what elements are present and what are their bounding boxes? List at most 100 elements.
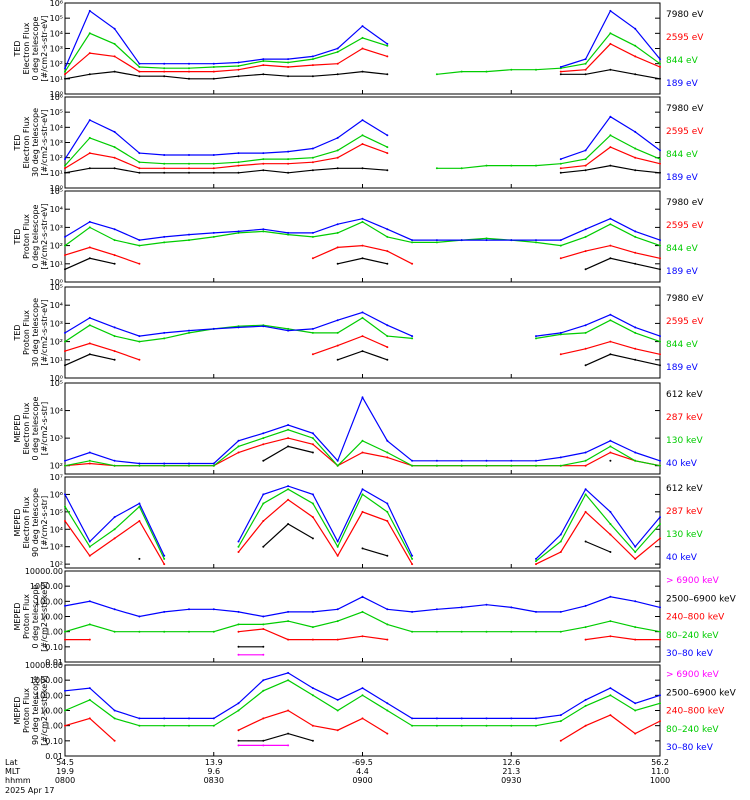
data-point — [163, 235, 166, 238]
data-point — [64, 364, 66, 367]
data-point — [287, 424, 290, 426]
data-point — [163, 610, 166, 613]
data-point — [386, 346, 389, 349]
legend-label: 844 eV — [666, 150, 699, 160]
y-axis-label-line: Proton Flux — [22, 688, 31, 733]
data-point — [262, 169, 265, 172]
data-point — [336, 620, 339, 623]
data-point — [336, 223, 339, 226]
data-point — [163, 630, 166, 633]
data-point — [559, 70, 562, 73]
data-point — [659, 638, 661, 641]
data-point — [584, 459, 587, 462]
data-point — [485, 630, 488, 633]
x-tick-label: 9.6 — [207, 767, 220, 776]
panel-frame — [64, 96, 661, 189]
data-point — [311, 694, 314, 697]
data-point — [386, 73, 389, 76]
data-point — [584, 451, 587, 454]
data-point — [386, 520, 389, 522]
data-point — [460, 70, 463, 73]
data-point — [262, 443, 265, 446]
data-point — [212, 162, 215, 165]
data-point — [634, 262, 637, 265]
data-point — [609, 42, 612, 45]
y-tick-label: 10⁴ — [50, 301, 63, 310]
data-point — [88, 324, 91, 327]
data-point — [138, 505, 141, 508]
data-point — [262, 64, 265, 67]
data-point — [659, 630, 661, 633]
data-point — [163, 167, 166, 170]
data-point — [311, 231, 314, 234]
data-point — [311, 451, 314, 454]
data-point — [287, 709, 290, 712]
data-point — [113, 528, 116, 531]
series-line-844-ev — [64, 134, 661, 169]
data-point — [262, 158, 265, 161]
data-point — [584, 169, 587, 172]
data-point — [559, 714, 562, 717]
data-point — [138, 239, 141, 242]
data-point — [311, 443, 314, 446]
data-point — [361, 47, 364, 50]
data-point — [559, 331, 562, 334]
data-point — [64, 520, 66, 522]
legend-label: 7980 eV — [666, 10, 704, 20]
data-point — [138, 335, 141, 338]
series-line-7980-ev — [64, 350, 661, 366]
y-tick-label: 1.00 — [45, 722, 63, 731]
data-point — [262, 58, 265, 61]
data-point — [386, 55, 389, 58]
data-point — [535, 239, 537, 242]
panel-8: 0.01 0.10 1.00 10.00 100.00 1000.00 10000.00 ME… — [13, 661, 737, 761]
series-line-2595-ev — [64, 244, 661, 265]
data-point — [163, 171, 166, 174]
data-point — [584, 698, 587, 701]
data-point — [510, 724, 513, 727]
data-point — [510, 717, 513, 720]
data-point — [386, 42, 389, 45]
data-point — [262, 325, 265, 328]
data-point — [559, 540, 562, 543]
y-tick-label: 10¹ — [50, 260, 63, 269]
data-point — [287, 744, 290, 747]
data-point — [609, 9, 612, 12]
data-point — [262, 645, 265, 648]
legend-label: 40 keV — [666, 459, 698, 469]
data-point — [584, 724, 587, 727]
legend-label: 189 eV — [666, 267, 699, 277]
data-point — [584, 540, 587, 543]
data-point — [559, 456, 562, 459]
data-point — [634, 55, 637, 58]
data-point — [212, 62, 215, 65]
data-point — [212, 154, 215, 156]
data-point — [237, 739, 240, 742]
data-point — [559, 158, 562, 161]
data-point — [287, 61, 290, 64]
data-point — [659, 464, 661, 467]
data-point — [237, 161, 240, 164]
data-point — [287, 66, 290, 68]
data-point — [584, 604, 587, 607]
data-point — [584, 324, 587, 327]
legend-label: 240–800 keV — [666, 707, 725, 717]
data-point — [287, 437, 290, 440]
data-point — [336, 319, 339, 322]
data-point — [361, 220, 364, 223]
data-point — [262, 623, 265, 626]
data-point — [584, 62, 587, 65]
data-point — [88, 353, 91, 356]
data-point — [287, 732, 290, 735]
data-point — [88, 459, 91, 462]
data-point — [411, 563, 414, 566]
data-point — [88, 638, 91, 641]
data-point — [311, 516, 314, 519]
data-point — [336, 638, 339, 641]
data-point — [361, 167, 364, 170]
data-point — [88, 717, 91, 720]
data-point — [435, 724, 438, 727]
data-point — [212, 630, 215, 633]
data-point — [138, 615, 141, 618]
